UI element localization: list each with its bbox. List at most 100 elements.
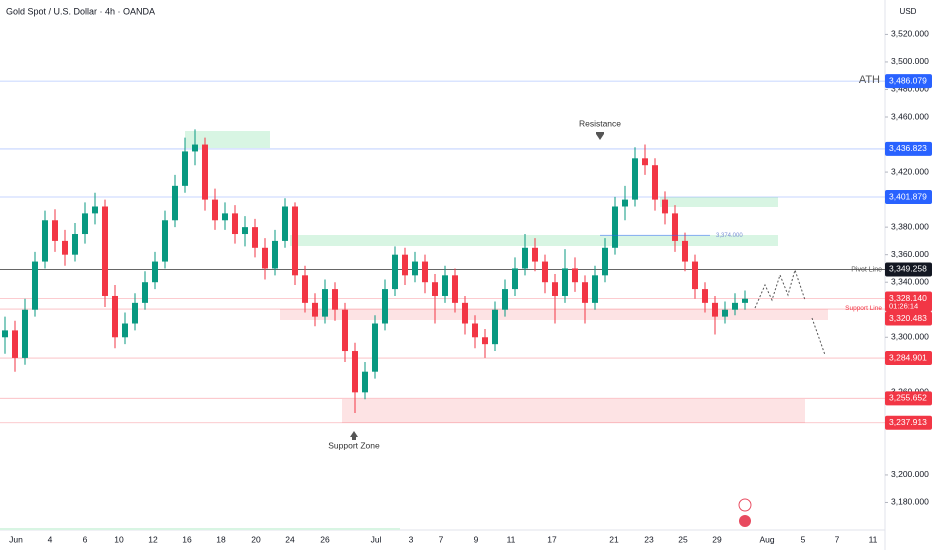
candle-body bbox=[332, 289, 338, 310]
x-tick-label: 11 bbox=[869, 534, 878, 544]
candle-body bbox=[532, 247, 538, 262]
candle-body bbox=[662, 199, 668, 214]
candle-body bbox=[492, 309, 498, 345]
candle-body bbox=[642, 158, 648, 166]
price-box bbox=[885, 190, 932, 205]
y-tick-label: 3,360.000 bbox=[891, 249, 929, 259]
price-box bbox=[885, 351, 932, 366]
candle-body bbox=[312, 302, 318, 317]
x-tick-label: Jul bbox=[371, 534, 382, 544]
price-box bbox=[885, 291, 932, 312]
candle-body bbox=[92, 206, 98, 214]
green-zone bbox=[185, 131, 270, 148]
price-box bbox=[885, 391, 932, 406]
candle-body bbox=[172, 185, 178, 221]
candle-body bbox=[2, 330, 8, 338]
y-tick-label: 3,420.000 bbox=[891, 166, 929, 176]
projection-path bbox=[754, 268, 806, 309]
candle-body bbox=[362, 371, 368, 393]
resistance-label: Resistance bbox=[579, 118, 621, 128]
price-label: 3,436.823 bbox=[889, 143, 927, 153]
price-box bbox=[885, 311, 932, 326]
candle-body bbox=[302, 275, 308, 303]
x-tick-label: 3 bbox=[409, 534, 414, 544]
candle-body bbox=[352, 351, 358, 393]
candle-body bbox=[702, 289, 708, 303]
candle-body bbox=[72, 234, 78, 255]
y-tick-label: 3,520.000 bbox=[891, 29, 929, 39]
y-tick-label: 3,500.000 bbox=[891, 56, 929, 66]
x-tick-label: 25 bbox=[678, 534, 688, 544]
candle-body bbox=[132, 302, 138, 324]
candle-body bbox=[142, 282, 148, 303]
x-tick-label: 29 bbox=[712, 534, 722, 544]
candle-body bbox=[182, 151, 188, 186]
price-box bbox=[885, 415, 932, 430]
candle-body bbox=[282, 206, 288, 241]
candle-body bbox=[242, 227, 248, 235]
candle-body bbox=[422, 261, 428, 283]
candle-body bbox=[52, 220, 58, 241]
y-tick-label: 3,340.000 bbox=[891, 276, 929, 286]
candle-body bbox=[592, 275, 598, 303]
x-tick-label: 18 bbox=[216, 534, 226, 544]
y-tick-label: 3,380.000 bbox=[891, 221, 929, 231]
price-label: 3,349.258 bbox=[889, 264, 927, 274]
candle-body bbox=[322, 289, 328, 317]
candle-body bbox=[22, 309, 28, 358]
candle-body bbox=[392, 254, 398, 290]
candle-body bbox=[652, 165, 658, 200]
y-tick-label: 3,180.000 bbox=[891, 497, 929, 507]
icon[interactable] bbox=[738, 498, 752, 512]
price-label: 3,401.879 bbox=[889, 191, 927, 201]
candle-body bbox=[622, 199, 628, 207]
x-tick-label: 6 bbox=[83, 534, 88, 544]
currency[interactable]: USD bbox=[900, 7, 917, 16]
arrow-up bbox=[352, 437, 356, 440]
x-tick-label: Aug bbox=[759, 534, 774, 544]
candle-body bbox=[562, 268, 568, 296]
x-tick-label: 10 bbox=[114, 534, 124, 544]
candle-body bbox=[402, 254, 408, 276]
zones bbox=[185, 131, 828, 423]
candle-body bbox=[112, 295, 118, 338]
y-tick-label: 3,480.000 bbox=[891, 84, 929, 94]
y-tick-label: 3,460.000 bbox=[891, 111, 929, 121]
candle-body bbox=[192, 144, 198, 152]
candle-body bbox=[542, 261, 548, 283]
icon[interactable] bbox=[739, 515, 751, 527]
candle-body bbox=[742, 298, 748, 303]
x-tick-label: 20 bbox=[251, 534, 261, 544]
arrow-down bbox=[596, 132, 604, 140]
candle-body bbox=[502, 289, 508, 310]
candle-body bbox=[162, 220, 168, 262]
candle-body bbox=[472, 323, 478, 338]
candle-body bbox=[682, 240, 688, 262]
support-zone bbox=[280, 309, 828, 320]
candle-body bbox=[42, 220, 48, 262]
candle-body bbox=[482, 337, 488, 345]
candle-body bbox=[62, 240, 68, 255]
candle-body bbox=[102, 206, 108, 296]
candle-body bbox=[152, 261, 158, 283]
y-tick-label: 3,300.000 bbox=[891, 332, 929, 342]
x-tick-label: 23 bbox=[644, 534, 654, 544]
x-tick-label: 7 bbox=[835, 534, 840, 544]
projection bbox=[754, 268, 826, 356]
x-tick-label: 21 bbox=[609, 534, 619, 544]
countdown: 01:26:14 bbox=[889, 302, 918, 311]
x-tick-label: 17 bbox=[547, 534, 557, 544]
green-zone bbox=[660, 197, 778, 207]
candle-body bbox=[252, 227, 258, 248]
price-label: 3,486.079 bbox=[889, 75, 927, 85]
candle-body bbox=[552, 282, 558, 296]
support-zone-label: Support Zone bbox=[328, 440, 380, 450]
candle-body bbox=[452, 275, 458, 303]
candle-body bbox=[262, 247, 268, 269]
price-label: 3,255.652 bbox=[889, 393, 927, 403]
candle-body bbox=[582, 282, 588, 303]
x-tick-label: 24 bbox=[285, 534, 295, 544]
candle-body bbox=[712, 302, 718, 317]
candle-body bbox=[382, 289, 388, 324]
